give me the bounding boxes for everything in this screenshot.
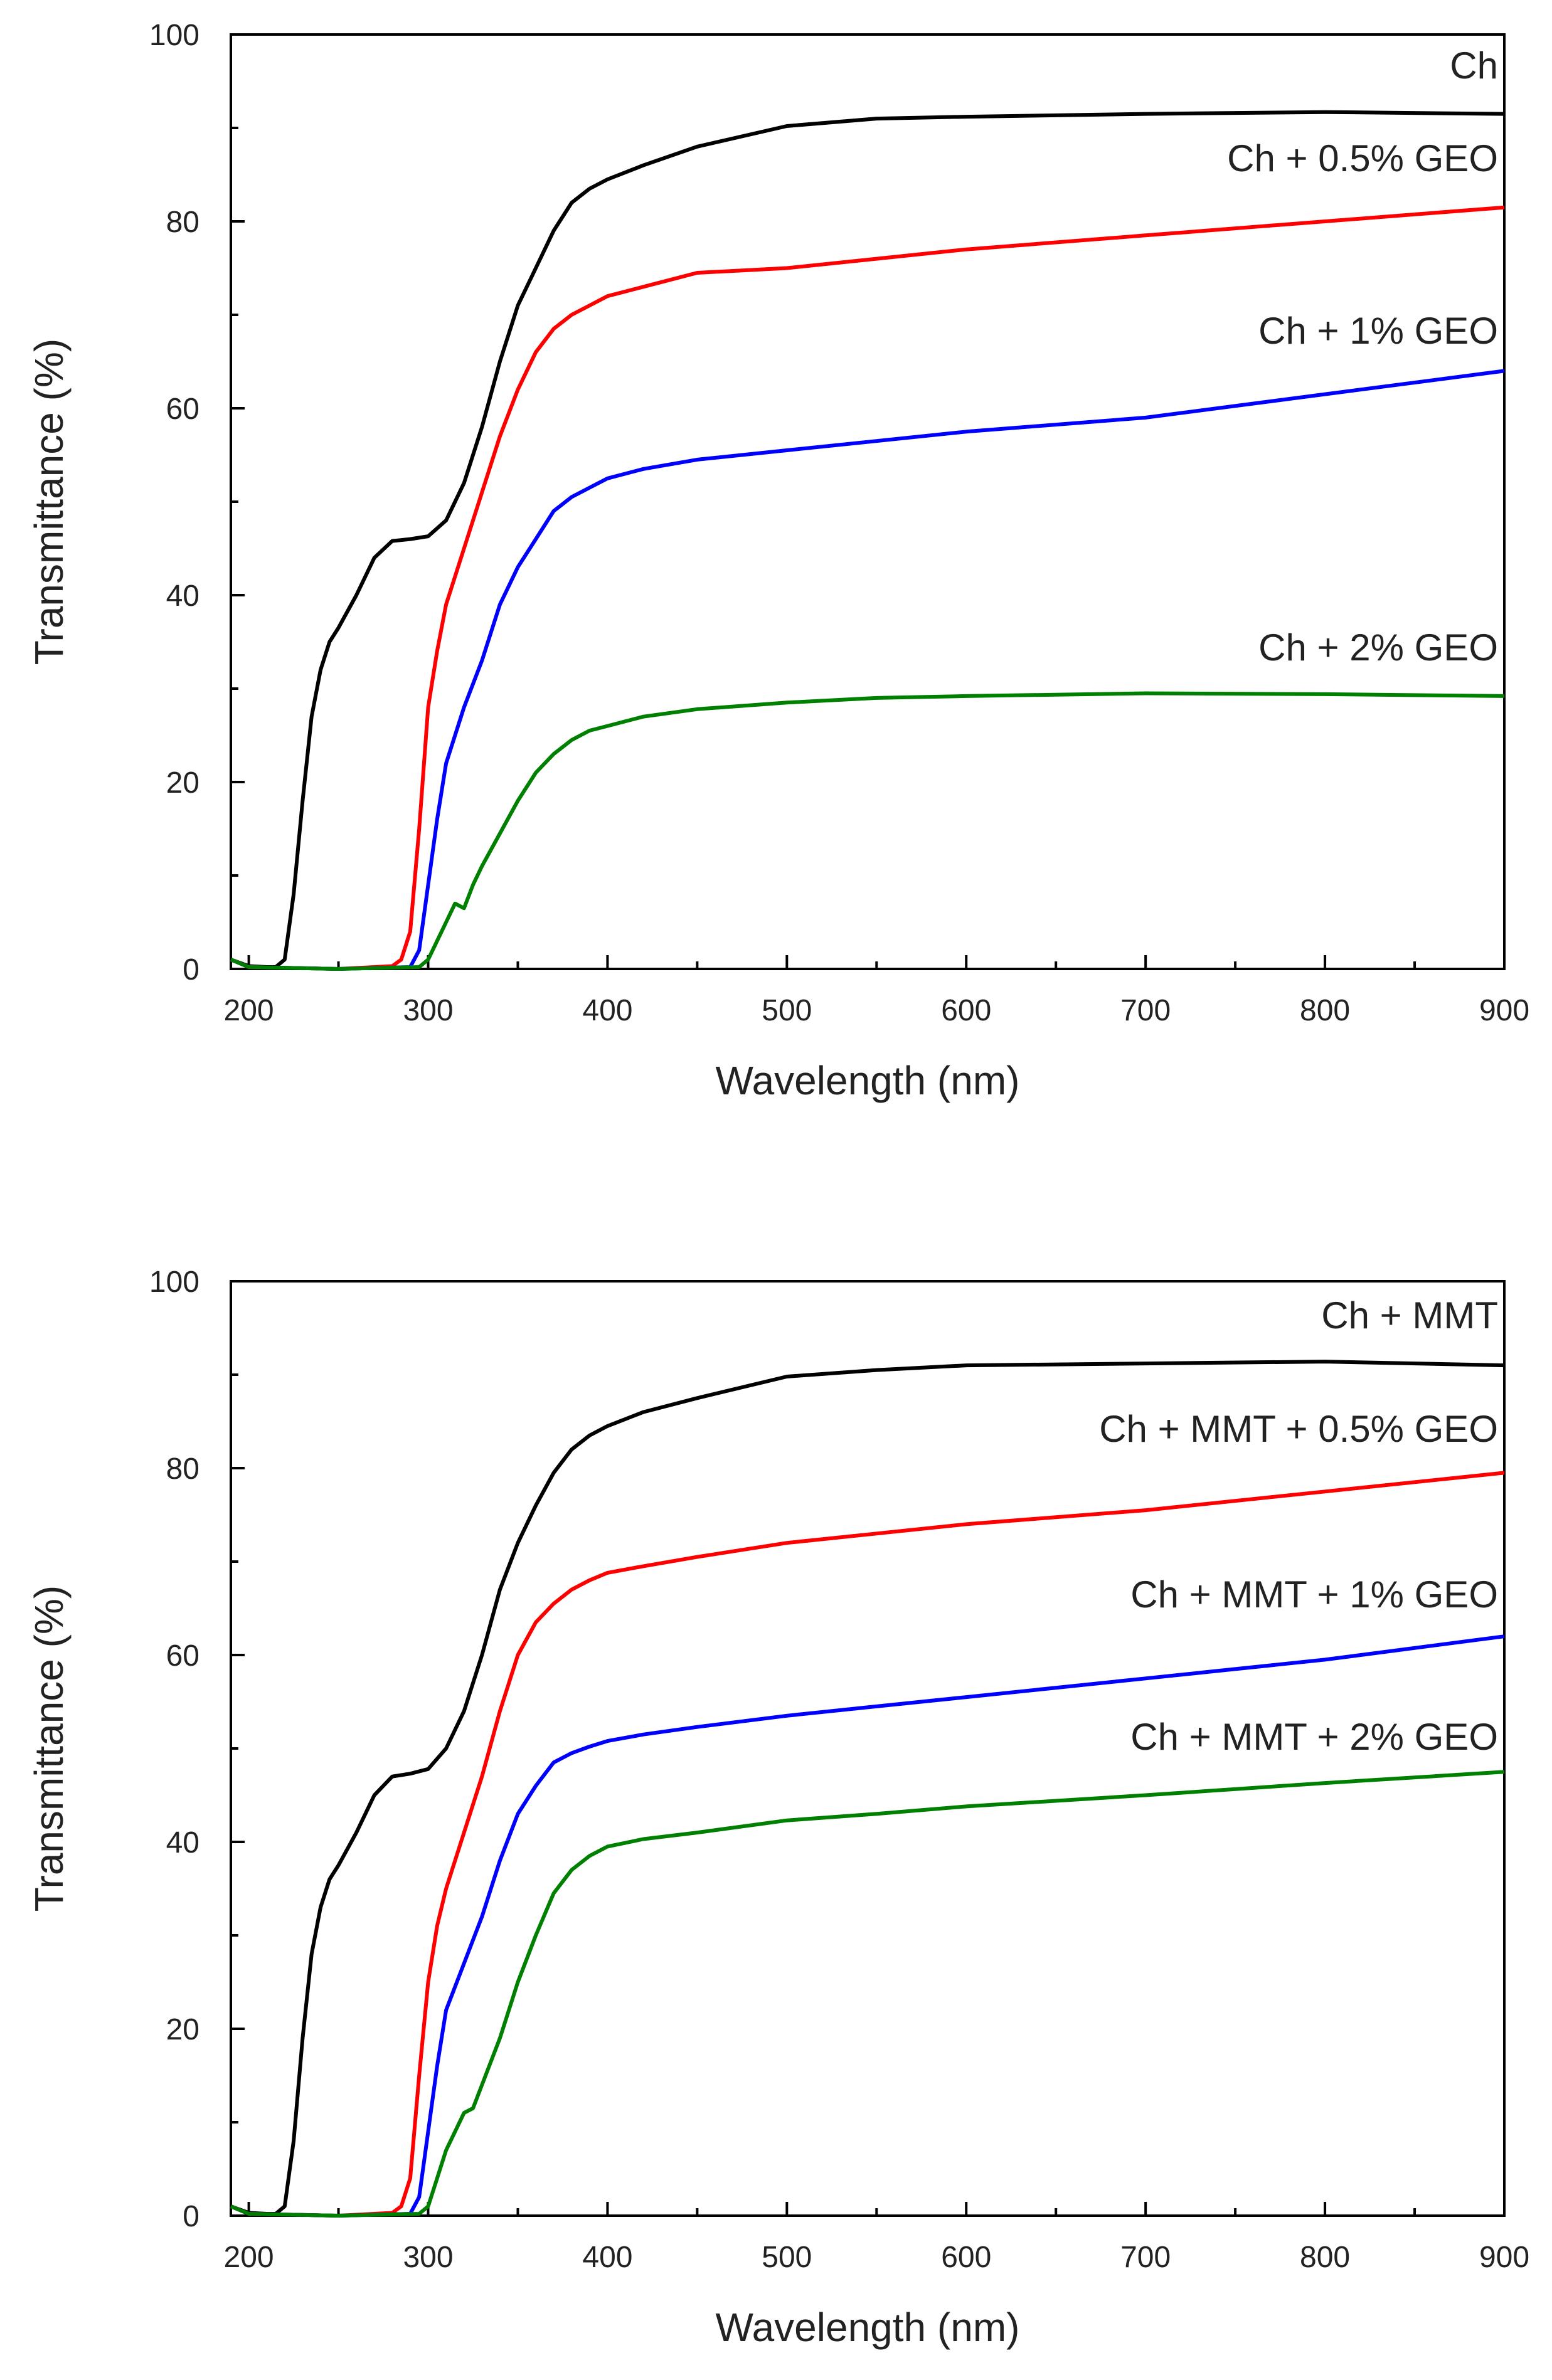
x-tick-label: 300 — [403, 2241, 453, 2274]
series-label-ch: Ch — [1450, 45, 1498, 87]
y-tick-label: 40 — [166, 1826, 199, 1859]
y-tick-label: 20 — [166, 766, 199, 800]
x-tick-label: 800 — [1300, 2241, 1350, 2274]
series-line-ch-mmt — [230, 1360, 1505, 2216]
y-tick-label: 100 — [149, 1266, 199, 1299]
x-tick-label: 900 — [1479, 2241, 1529, 2274]
y-axis-title-bottom: Transmittance (%) — [26, 1585, 72, 1912]
chart-panel-bottom: 200 300 400 500 600 700 800 900 0 20 40 60 80 100 Ch … — [26, 1266, 1529, 2350]
axis-ticks-top: 200 300 400 500 600 700 800 900 0 20 40 60 80 100 — [149, 19, 1529, 1027]
y-tick-label: 80 — [166, 206, 199, 239]
series-label-ch-mmt-0-5-geo: Ch + MMT + 0.5% GEO — [1099, 1408, 1498, 1450]
y-tick-label: 60 — [166, 393, 199, 426]
y-tick-label: 40 — [166, 579, 199, 613]
x-tick-label: 700 — [1120, 994, 1171, 1027]
y-tick-label: 80 — [166, 1452, 199, 1486]
series-group-top — [230, 110, 1505, 971]
y-tick-label: 20 — [166, 2013, 199, 2046]
series-line-ch-0-5-geo — [230, 205, 1505, 971]
y-tick-label: 100 — [149, 19, 199, 52]
series-label-ch-mmt-1-geo: Ch + MMT + 1% GEO — [1130, 1573, 1498, 1616]
series-line-ch-mmt-2-geo — [230, 1770, 1505, 2218]
series-label-ch-1-geo: Ch + 1% GEO — [1258, 310, 1498, 352]
x-tick-label: 400 — [582, 2241, 632, 2274]
x-tick-label: 500 — [762, 2241, 812, 2274]
x-tick-label: 600 — [941, 2241, 991, 2274]
x-axis-title-top: Wavelength (nm) — [716, 1058, 1020, 1103]
series-group-bottom — [230, 1360, 1505, 2218]
series-label-ch-mmt-2-geo: Ch + MMT + 2% GEO — [1130, 1716, 1498, 1758]
x-tick-label: 300 — [403, 994, 453, 1027]
series-line-ch — [230, 110, 1505, 969]
axis-ticks-bottom: 200 300 400 500 600 700 800 900 0 20 40 60 80 100 — [149, 1266, 1529, 2274]
y-tick-label: 60 — [166, 1639, 199, 1673]
chart-panel-top: 200 300 400 500 600 700 800 900 0 20 40 60 80 100 Ch … — [26, 19, 1529, 1103]
x-tick-label: 200 — [224, 994, 274, 1027]
series-line-ch-2-geo — [230, 691, 1505, 971]
series-label-ch-2-geo: Ch + 2% GEO — [1258, 627, 1498, 669]
y-axis-title-top: Transmittance (%) — [26, 339, 72, 665]
x-tick-label: 500 — [762, 994, 812, 1027]
y-tick-label: 0 — [183, 953, 199, 986]
x-tick-label: 200 — [224, 2241, 274, 2274]
series-labels-bottom: Ch + MMT Ch + MMT + 0.5% GEO Ch + MMT + … — [1099, 1294, 1498, 1758]
y-tick-label: 0 — [183, 2200, 199, 2233]
series-labels-top: Ch Ch + 0.5% GEO Ch + 1% GEO Ch + 2% GEO — [1227, 45, 1498, 669]
x-tick-label: 400 — [582, 994, 632, 1027]
x-tick-label: 800 — [1300, 994, 1350, 1027]
x-tick-label: 900 — [1479, 994, 1529, 1027]
series-label-ch-mmt: Ch + MMT — [1321, 1294, 1498, 1336]
x-tick-label: 700 — [1120, 2241, 1171, 2274]
x-tick-label: 600 — [941, 994, 991, 1027]
series-line-ch-1-geo — [230, 369, 1505, 971]
series-line-ch-mmt-0-5-geo — [230, 1471, 1505, 2218]
series-line-ch-mmt-1-geo — [230, 1634, 1505, 2218]
x-axis-title-bottom: Wavelength (nm) — [716, 2305, 1020, 2350]
series-label-ch-0-5-geo: Ch + 0.5% GEO — [1227, 137, 1498, 179]
